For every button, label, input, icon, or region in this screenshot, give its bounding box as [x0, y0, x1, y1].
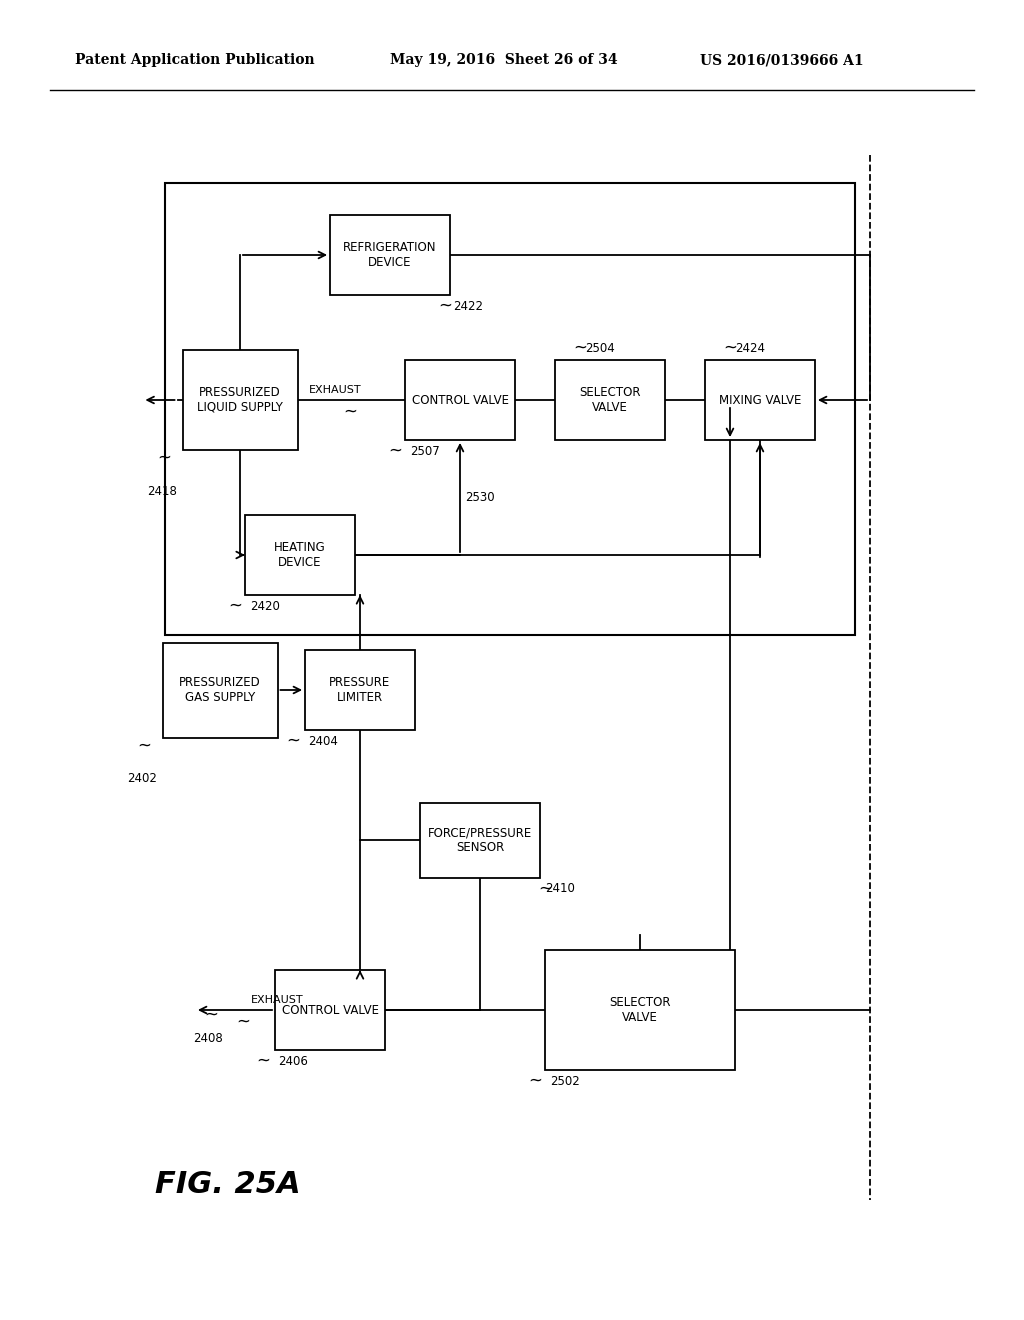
Text: HEATING
DEVICE: HEATING DEVICE [274, 541, 326, 569]
Text: 2420: 2420 [250, 601, 280, 612]
Text: ~: ~ [158, 449, 171, 467]
Bar [305, 649, 415, 730]
Text: MIXING VALVE: MIXING VALVE [719, 393, 801, 407]
Text: ~: ~ [256, 1052, 270, 1071]
Text: ~: ~ [573, 339, 587, 356]
Bar [245, 515, 355, 595]
Text: SELECTOR
VALVE: SELECTOR VALVE [609, 997, 671, 1024]
Bar [420, 803, 540, 878]
Text: 2406: 2406 [278, 1055, 308, 1068]
Text: SELECTOR
VALVE: SELECTOR VALVE [580, 385, 641, 414]
Text: ~: ~ [204, 1006, 218, 1024]
Text: 2502: 2502 [550, 1074, 580, 1088]
Text: ~: ~ [528, 1072, 542, 1090]
Text: ~: ~ [137, 737, 152, 755]
Bar [275, 970, 385, 1049]
Text: ~: ~ [723, 339, 737, 356]
Text: 2424: 2424 [735, 342, 765, 355]
Text: 2418: 2418 [147, 484, 177, 498]
Text: FORCE/PRESSURE
SENSOR: FORCE/PRESSURE SENSOR [428, 826, 532, 854]
Text: REFRIGERATION
DEVICE: REFRIGERATION DEVICE [343, 242, 437, 269]
Bar [163, 643, 278, 738]
Text: 2402: 2402 [128, 772, 158, 785]
Text: Patent Application Publication: Patent Application Publication [75, 53, 314, 67]
Bar [406, 360, 515, 440]
Bar [182, 350, 298, 450]
Bar [330, 215, 450, 294]
Text: 2422: 2422 [453, 300, 483, 313]
Text: FIG. 25A: FIG. 25A [155, 1170, 301, 1199]
Text: ~: ~ [438, 297, 452, 315]
Text: ~: ~ [343, 403, 357, 421]
Text: PRESSURE
LIMITER: PRESSURE LIMITER [330, 676, 390, 704]
Text: US 2016/0139666 A1: US 2016/0139666 A1 [700, 53, 863, 67]
Text: 2404: 2404 [308, 735, 338, 748]
Bar [165, 183, 855, 635]
Text: PRESSURIZED
LIQUID SUPPLY: PRESSURIZED LIQUID SUPPLY [197, 385, 283, 414]
Text: ~: ~ [388, 442, 402, 459]
Text: ~: ~ [228, 597, 242, 615]
Text: PRESSURIZED
GAS SUPPLY: PRESSURIZED GAS SUPPLY [179, 676, 261, 704]
Text: 2530: 2530 [465, 491, 495, 504]
Text: 2507: 2507 [410, 445, 439, 458]
Bar [545, 950, 735, 1071]
Text: May 19, 2016  Sheet 26 of 34: May 19, 2016 Sheet 26 of 34 [390, 53, 617, 67]
Text: ~: ~ [538, 879, 552, 898]
Text: CONTROL VALVE: CONTROL VALVE [282, 1003, 379, 1016]
Text: EXHAUST: EXHAUST [251, 995, 304, 1005]
Text: EXHAUST: EXHAUST [308, 385, 361, 395]
Text: 2408: 2408 [194, 1032, 223, 1045]
Bar [555, 360, 665, 440]
Text: ~: ~ [286, 733, 300, 750]
Text: CONTROL VALVE: CONTROL VALVE [412, 393, 509, 407]
Text: 2504: 2504 [585, 342, 614, 355]
Text: 2410: 2410 [545, 883, 574, 895]
Bar [705, 360, 815, 440]
Text: ~: ~ [236, 1012, 250, 1031]
